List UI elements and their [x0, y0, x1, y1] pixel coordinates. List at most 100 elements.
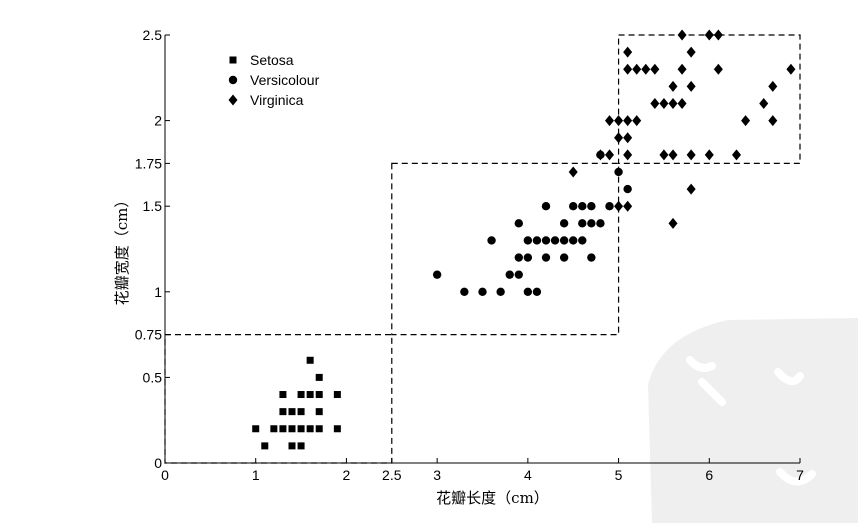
y-tick-label: 1: [154, 284, 162, 300]
x-tick-label: 2: [343, 467, 351, 483]
versicolour-point: [496, 287, 505, 296]
versicolour-point: [559, 253, 569, 262]
setosa-point: [306, 425, 314, 433]
legend-label: Virginica: [250, 92, 304, 108]
legend-square-icon: [229, 56, 237, 64]
setosa-point: [306, 391, 314, 399]
decision-region-1: [164, 334, 393, 464]
decision-region-3: [617, 34, 801, 164]
setosa-point: [297, 391, 305, 399]
x-tick-label: 7: [796, 467, 804, 483]
setosa-point: [297, 425, 305, 433]
virginica-point: [686, 183, 696, 195]
virginica-point: [623, 46, 633, 58]
virginica-point: [650, 97, 660, 109]
virginica-point: [623, 132, 633, 144]
virginica-point: [568, 166, 578, 178]
virginica-point: [632, 115, 642, 127]
virginica-point: [677, 63, 687, 75]
virginica-point: [677, 29, 687, 41]
virginica-point: [659, 149, 669, 161]
y-tick-label: 0.75: [135, 327, 162, 343]
y-axis-label: 花瓣宽度（cm）: [113, 193, 131, 306]
virginica-point: [595, 149, 605, 161]
virginica-point: [768, 80, 778, 92]
versicolour-point: [587, 253, 596, 262]
versicolour-point: [569, 236, 578, 245]
legend-circle-icon: [228, 75, 238, 85]
virginica-point: [713, 63, 723, 75]
versicolour-point: [532, 287, 542, 296]
y-tick-label: 0: [154, 455, 162, 471]
data-points: [252, 29, 796, 450]
setosa-point: [315, 408, 323, 416]
x-tick-label: 0: [161, 467, 169, 483]
versicolour-point: [523, 287, 533, 296]
setosa-point: [288, 425, 296, 433]
virginica-point: [668, 217, 678, 229]
versicolour-point: [559, 236, 569, 245]
versicolour-point: [541, 202, 551, 211]
virginica-point: [623, 115, 633, 127]
versicolour-point: [487, 236, 496, 245]
versicolour-point: [432, 270, 442, 279]
virginica-point: [614, 132, 624, 144]
virginica-point: [668, 149, 678, 161]
versicolour-point: [532, 236, 542, 245]
y-tick-label: 1.5: [143, 198, 163, 214]
legend-label: Versicolour: [250, 72, 320, 88]
versicolour-point: [460, 287, 469, 296]
versicolour-point: [623, 184, 632, 194]
x-tick-label: 6: [705, 467, 713, 483]
versicolour-point: [523, 253, 533, 262]
virginica-point: [732, 149, 741, 161]
virginica-point: [614, 115, 624, 127]
x-tick-label: 2.5: [382, 467, 402, 483]
x-axis-ticks: 0 1 2 2.5 3 4 5 6 7: [161, 458, 804, 483]
versicolour-point: [514, 219, 523, 228]
versicolour-point: [541, 253, 551, 262]
y-tick-label: 2: [154, 113, 162, 129]
versicolour-point: [569, 202, 578, 211]
versicolour-point: [578, 219, 587, 228]
decision-region-2: [391, 162, 620, 336]
versicolour-point: [550, 236, 560, 245]
setosa-point: [297, 442, 305, 450]
setosa-point: [270, 425, 278, 433]
virginica-point: [759, 97, 769, 109]
virginica-point: [605, 115, 614, 127]
virginica-point: [614, 200, 624, 212]
virginica-point: [713, 29, 723, 41]
versicolour-point: [578, 236, 587, 245]
virginica-point: [605, 149, 614, 161]
virginica-point: [786, 63, 796, 75]
virginica-point: [659, 97, 669, 109]
setosa-point: [279, 408, 287, 416]
setosa-point: [315, 425, 323, 433]
versicolour-point: [523, 236, 533, 245]
virginica-point: [668, 80, 678, 92]
y-tick-label: 0.5: [143, 369, 163, 385]
x-tick-label: 4: [524, 467, 532, 483]
y-tick-label: 1.75: [135, 155, 162, 171]
setosa-point: [333, 391, 341, 399]
virginica-point: [704, 29, 714, 41]
setosa-point: [315, 373, 323, 381]
legend-diamond-icon: [228, 94, 238, 106]
virginica-point: [623, 63, 633, 75]
virginica-point: [686, 80, 696, 92]
virginica-point: [668, 97, 678, 109]
virginica-point: [641, 63, 651, 75]
setosa-point: [261, 442, 269, 450]
virginica-point: [768, 115, 778, 127]
virginica-point: [623, 200, 633, 212]
setosa-point: [333, 425, 341, 433]
setosa-point: [306, 356, 314, 364]
legend: Setosa Versicolour Virginica: [228, 52, 320, 108]
versicolour-point: [559, 219, 569, 228]
legend-label: Setosa: [250, 52, 294, 68]
setosa-point: [315, 391, 323, 399]
versicolour-point: [541, 236, 551, 245]
